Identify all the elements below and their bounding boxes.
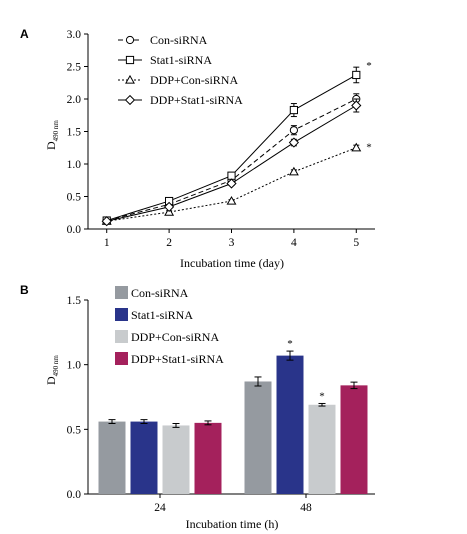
line-chart-panel-a: A D490 nm Incubation time (day) 0.0 0.5 1.… — [20, 27, 375, 270]
legend-label: Con-siRNA — [131, 286, 189, 300]
data-point — [351, 142, 362, 152]
panel-a-y-axis-label: D490 nm — [44, 120, 60, 150]
panel-a-axes: 0.0 0.5 1.0 1.5 2.0 2.5 3.0 1 2 3 4 5 — [67, 29, 375, 249]
bar-ddp-con-sirna-24 — [162, 425, 190, 494]
data-point — [351, 100, 362, 111]
panel-a-x-axis-title: Incubation time (day) — [180, 256, 284, 270]
legend-label: Con-siRNA — [150, 33, 208, 47]
panel-b-y-axis-label: D490 nm — [44, 355, 60, 385]
panel-b-y-tick-label: 1.5 — [67, 295, 82, 307]
legend-swatch — [115, 330, 128, 343]
panel-b-x-axis-title: Incubation time (h) — [186, 517, 279, 531]
bar-stat1-sirna-24 — [130, 421, 158, 494]
significance-star: * — [366, 141, 372, 153]
panel-b-label: B — [20, 283, 29, 297]
significance-star: * — [366, 60, 372, 72]
panel-a-y-tick-label: 3.0 — [67, 29, 82, 41]
panel-b-y-tick-label: 0.5 — [67, 424, 82, 436]
significance-star: * — [287, 338, 293, 350]
series-line — [106, 147, 357, 222]
legend-label: Stat1-siRNA — [131, 308, 193, 322]
panel-b-y-tick-label: 0.0 — [67, 489, 82, 501]
panel-a-label: A — [20, 27, 29, 41]
panel-b-legend: Con-siRNA Stat1-siRNA DDP+Con-siRNA DDP+Sta… — [115, 286, 224, 366]
legend-marker — [125, 35, 135, 45]
legend-swatch — [115, 286, 128, 299]
data-point — [289, 126, 298, 135]
legend-label: Stat1-siRNA — [150, 53, 212, 67]
panel-a-x-tick-label: 3 — [229, 237, 235, 249]
legend-swatch — [115, 352, 128, 365]
panel-a-legend: Con-siRNA Stat1-siRNA DDP+Con-siRNA DDP+Sta… — [118, 33, 243, 107]
bar-stat1-sirna-48 — [276, 355, 304, 494]
panel-b-x-tick-label: 48 — [300, 502, 312, 514]
panel-a-y-tick-label: 1.0 — [67, 159, 82, 171]
data-point — [101, 216, 112, 227]
significance-star: * — [319, 390, 325, 402]
panel-a-x-tick-label: 5 — [353, 237, 359, 249]
panel-a-y-tick-label: 2.0 — [67, 94, 82, 106]
data-point — [227, 171, 236, 180]
bar-con-sirna-24 — [98, 421, 126, 494]
legend-label: DDP+Con-siRNA — [131, 330, 219, 344]
data-point — [289, 105, 298, 115]
bar-ddp-stat1-sirna-48 — [340, 385, 368, 494]
legend-label: DDP+Con-siRNA — [150, 73, 238, 87]
data-point — [352, 70, 361, 80]
bar-chart-panel-b: B D490 nm Incubation time (h) 0.0 0.5 1.0 1… — [20, 283, 375, 531]
data-point — [226, 195, 237, 205]
data-point — [164, 201, 175, 213]
data-point — [288, 166, 299, 176]
panel-a-x-tick-label: 2 — [166, 237, 172, 249]
legend-label: DDP+Stat1-siRNA — [131, 352, 224, 366]
bar-ddp-con-sirna-48 — [308, 404, 336, 494]
panel-a-x-tick-label: 1 — [104, 237, 110, 249]
legend-marker — [125, 74, 135, 84]
panel-b-x-tick-label: 24 — [154, 502, 166, 514]
panel-a-series — [101, 66, 362, 227]
panel-a-annotations: ** — [366, 60, 372, 153]
panel-a-y-tick-label: 1.5 — [67, 127, 82, 139]
panel-a-y-tick-label: 0.0 — [67, 224, 82, 236]
legend-swatch — [115, 308, 128, 321]
panel-a-x-tick-label: 4 — [291, 237, 297, 249]
panel-b-annotations: ** — [287, 338, 325, 402]
bar-con-sirna-48 — [244, 381, 272, 494]
legend-marker — [124, 94, 136, 106]
panel-b-axes: 0.0 0.5 1.0 1.5 24 48 — [67, 295, 375, 514]
panel-a-y-tick-label: 2.5 — [67, 62, 82, 74]
panel-a-y-tick-label: 0.5 — [67, 192, 82, 204]
data-point — [288, 137, 299, 148]
panel-b-y-tick-label: 1.0 — [67, 360, 82, 372]
data-point — [226, 178, 237, 189]
series-ddp-stat1-sirna — [101, 98, 362, 227]
panel-b-bars — [98, 350, 368, 494]
legend-label: DDP+Stat1-siRNA — [150, 93, 243, 107]
bar-ddp-stat1-sirna-24 — [194, 422, 222, 494]
legend-marker — [125, 55, 135, 65]
